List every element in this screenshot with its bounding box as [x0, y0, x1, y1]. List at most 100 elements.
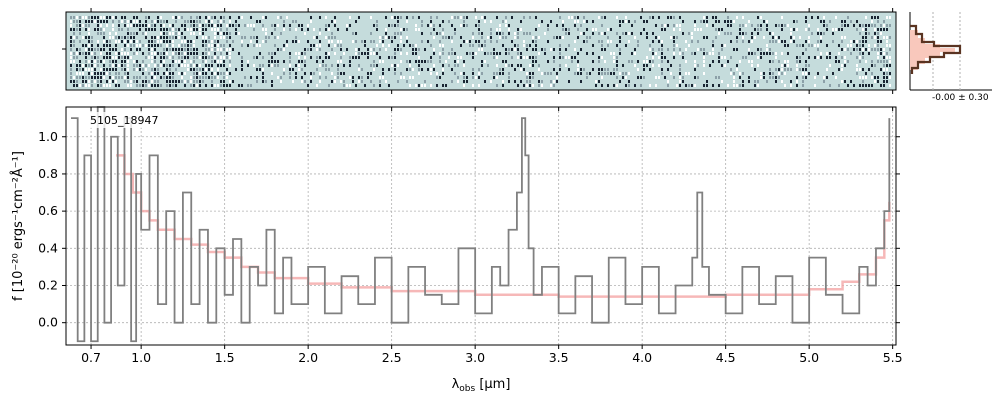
spectrum-2d-pixel: [124, 24, 126, 27]
spectrum-2d-pixel: [598, 80, 600, 83]
spectrum-2d-pixel: [652, 40, 654, 43]
spectrum-2d-pixel: [793, 28, 795, 31]
spectrum-2d-pixel: [751, 52, 753, 55]
spectrum-2d-pixel: [583, 40, 585, 43]
spectrum-2d-pixel: [613, 60, 615, 63]
spectrum-2d-pixel: [163, 40, 165, 43]
spectrum-2d-pixel: [556, 24, 558, 27]
spectrum-2d-pixel: [586, 72, 588, 75]
flux-series-line: [71, 106, 891, 343]
spectrum-2d-pixel: [430, 68, 432, 71]
spectrum-2d-pixel: [643, 28, 645, 31]
spectrum-2d-pixel: [421, 60, 423, 63]
spectrum-2d-pixel: [406, 16, 408, 19]
spectrum-2d-pixel: [127, 56, 129, 59]
spectrum-2d-pixel: [811, 44, 813, 47]
spectrum-2d-pixel: [358, 56, 360, 59]
spectrum-2d-pixel: [193, 28, 195, 31]
spectrum-2d-pixel: [667, 84, 669, 87]
spectrum-2d-pixel: [208, 68, 210, 71]
spectrum-2d-pixel: [796, 60, 798, 63]
spectrum-2d-pixel: [145, 64, 147, 67]
spectrum-2d-pixel: [145, 68, 147, 71]
spectrum-2d-pixel: [373, 60, 375, 63]
spectrum-2d-pixel: [166, 40, 168, 43]
spectrum-2d-pixel: [214, 32, 216, 35]
spectrum-2d-pixel: [703, 84, 705, 87]
spectrum-2d-pixel: [763, 72, 765, 75]
spectrum-2d-pixel: [235, 68, 237, 71]
spectrum-2d-pixel: [889, 16, 891, 19]
spectrum-2d-pixel: [625, 84, 627, 87]
spectrum-2d-pixel: [799, 68, 801, 71]
spectrum-2d-pixel: [559, 68, 561, 71]
spectrum-2d-pixel: [163, 72, 165, 75]
spectrum-2d-pixel: [136, 32, 138, 35]
spectrum-2d-pixel: [862, 24, 864, 27]
spectrum-2d-pixel: [844, 36, 846, 39]
spectrum-2d-pixel: [355, 48, 357, 51]
spectrum-2d-pixel: [154, 80, 156, 83]
spectrum-2d-pixel: [868, 52, 870, 55]
spectrum-2d-pixel: [220, 48, 222, 51]
spectrum-2d-pixel: [742, 84, 744, 87]
spectrum-2d-pixel: [418, 64, 420, 67]
spectrum-2d-pixel: [790, 68, 792, 71]
spectrum-2d-pixel: [847, 16, 849, 19]
spectrum-2d-pixel: [673, 48, 675, 51]
spectrum-2d-pixel: [841, 64, 843, 67]
spectrum-2d-pixel: [313, 72, 315, 75]
spectrum-2d-pixel: [79, 52, 81, 55]
spectrum-2d-pixel: [877, 40, 879, 43]
spectrum-2d-pixel: [184, 60, 186, 63]
spectrum-2d-pixel: [856, 40, 858, 43]
spectrum-2d-pixel: [880, 28, 882, 31]
spectrum-2d-pixel: [202, 68, 204, 71]
spectrum-2d-pixel: [406, 20, 408, 23]
spectrum-2d-pixel: [886, 60, 888, 63]
spectrum-2d-pixel: [187, 56, 189, 59]
spectrum-2d-pixel: [229, 80, 231, 83]
spectrum-2d-pixel: [646, 32, 648, 35]
spectrum-2d-pixel: [124, 36, 126, 39]
spectrum-2d-pixel: [454, 52, 456, 55]
spectrum-2d-pixel: [85, 24, 87, 27]
spectrum-2d-pixel: [862, 48, 864, 51]
spectrum-2d-pixel: [742, 24, 744, 27]
spectrum-2d-pixel: [94, 80, 96, 83]
spectrum-2d-pixel: [331, 80, 333, 83]
spectrum-2d-pixel: [583, 32, 585, 35]
spectrum-2d-pixel: [760, 28, 762, 31]
spectrum-2d-pixel: [658, 64, 660, 67]
spectrum-2d-pixel: [703, 20, 705, 23]
spectrum-2d-pixel: [88, 44, 90, 47]
spectrum-2d-pixel: [577, 28, 579, 31]
spectrum-2d-pixel: [655, 24, 657, 27]
spectrum-2d-pixel: [529, 64, 531, 67]
spectrum-2d-pixel: [766, 80, 768, 83]
spectrum-2d-pixel: [106, 68, 108, 71]
spectrum-2d-pixel: [592, 44, 594, 47]
spectrum-2d-pixel: [157, 72, 159, 75]
spectrum-2d-pixel: [217, 44, 219, 47]
spectrum-2d-pixel: [304, 80, 306, 83]
spectrum-2d-pixel: [586, 76, 588, 79]
spectrum-2d-pixel: [517, 32, 519, 35]
spectrum-2d-pixel: [478, 84, 480, 87]
spectrum-2d-pixel: [628, 40, 630, 43]
spectrum-2d-pixel: [805, 60, 807, 63]
spectrum-2d-pixel: [574, 24, 576, 27]
spectrum-2d-pixel: [862, 68, 864, 71]
spectrum-2d-pixel: [715, 36, 717, 39]
spectrum-2d-pixel: [220, 56, 222, 59]
spectrum-2d-pixel: [751, 40, 753, 43]
spectrum-2d-pixel: [160, 32, 162, 35]
x-tick-label: 1.5: [215, 350, 235, 365]
spectrum-2d-pixel: [265, 16, 267, 19]
spectrum-2d-pixel: [829, 20, 831, 23]
spectrum-2d-pixel: [565, 56, 567, 59]
spectrum-2d-pixel: [478, 40, 480, 43]
spectrum-2d-pixel: [79, 48, 81, 51]
spectrum-2d-pixel: [307, 40, 309, 43]
spectrum-2d-pixel: [205, 28, 207, 31]
